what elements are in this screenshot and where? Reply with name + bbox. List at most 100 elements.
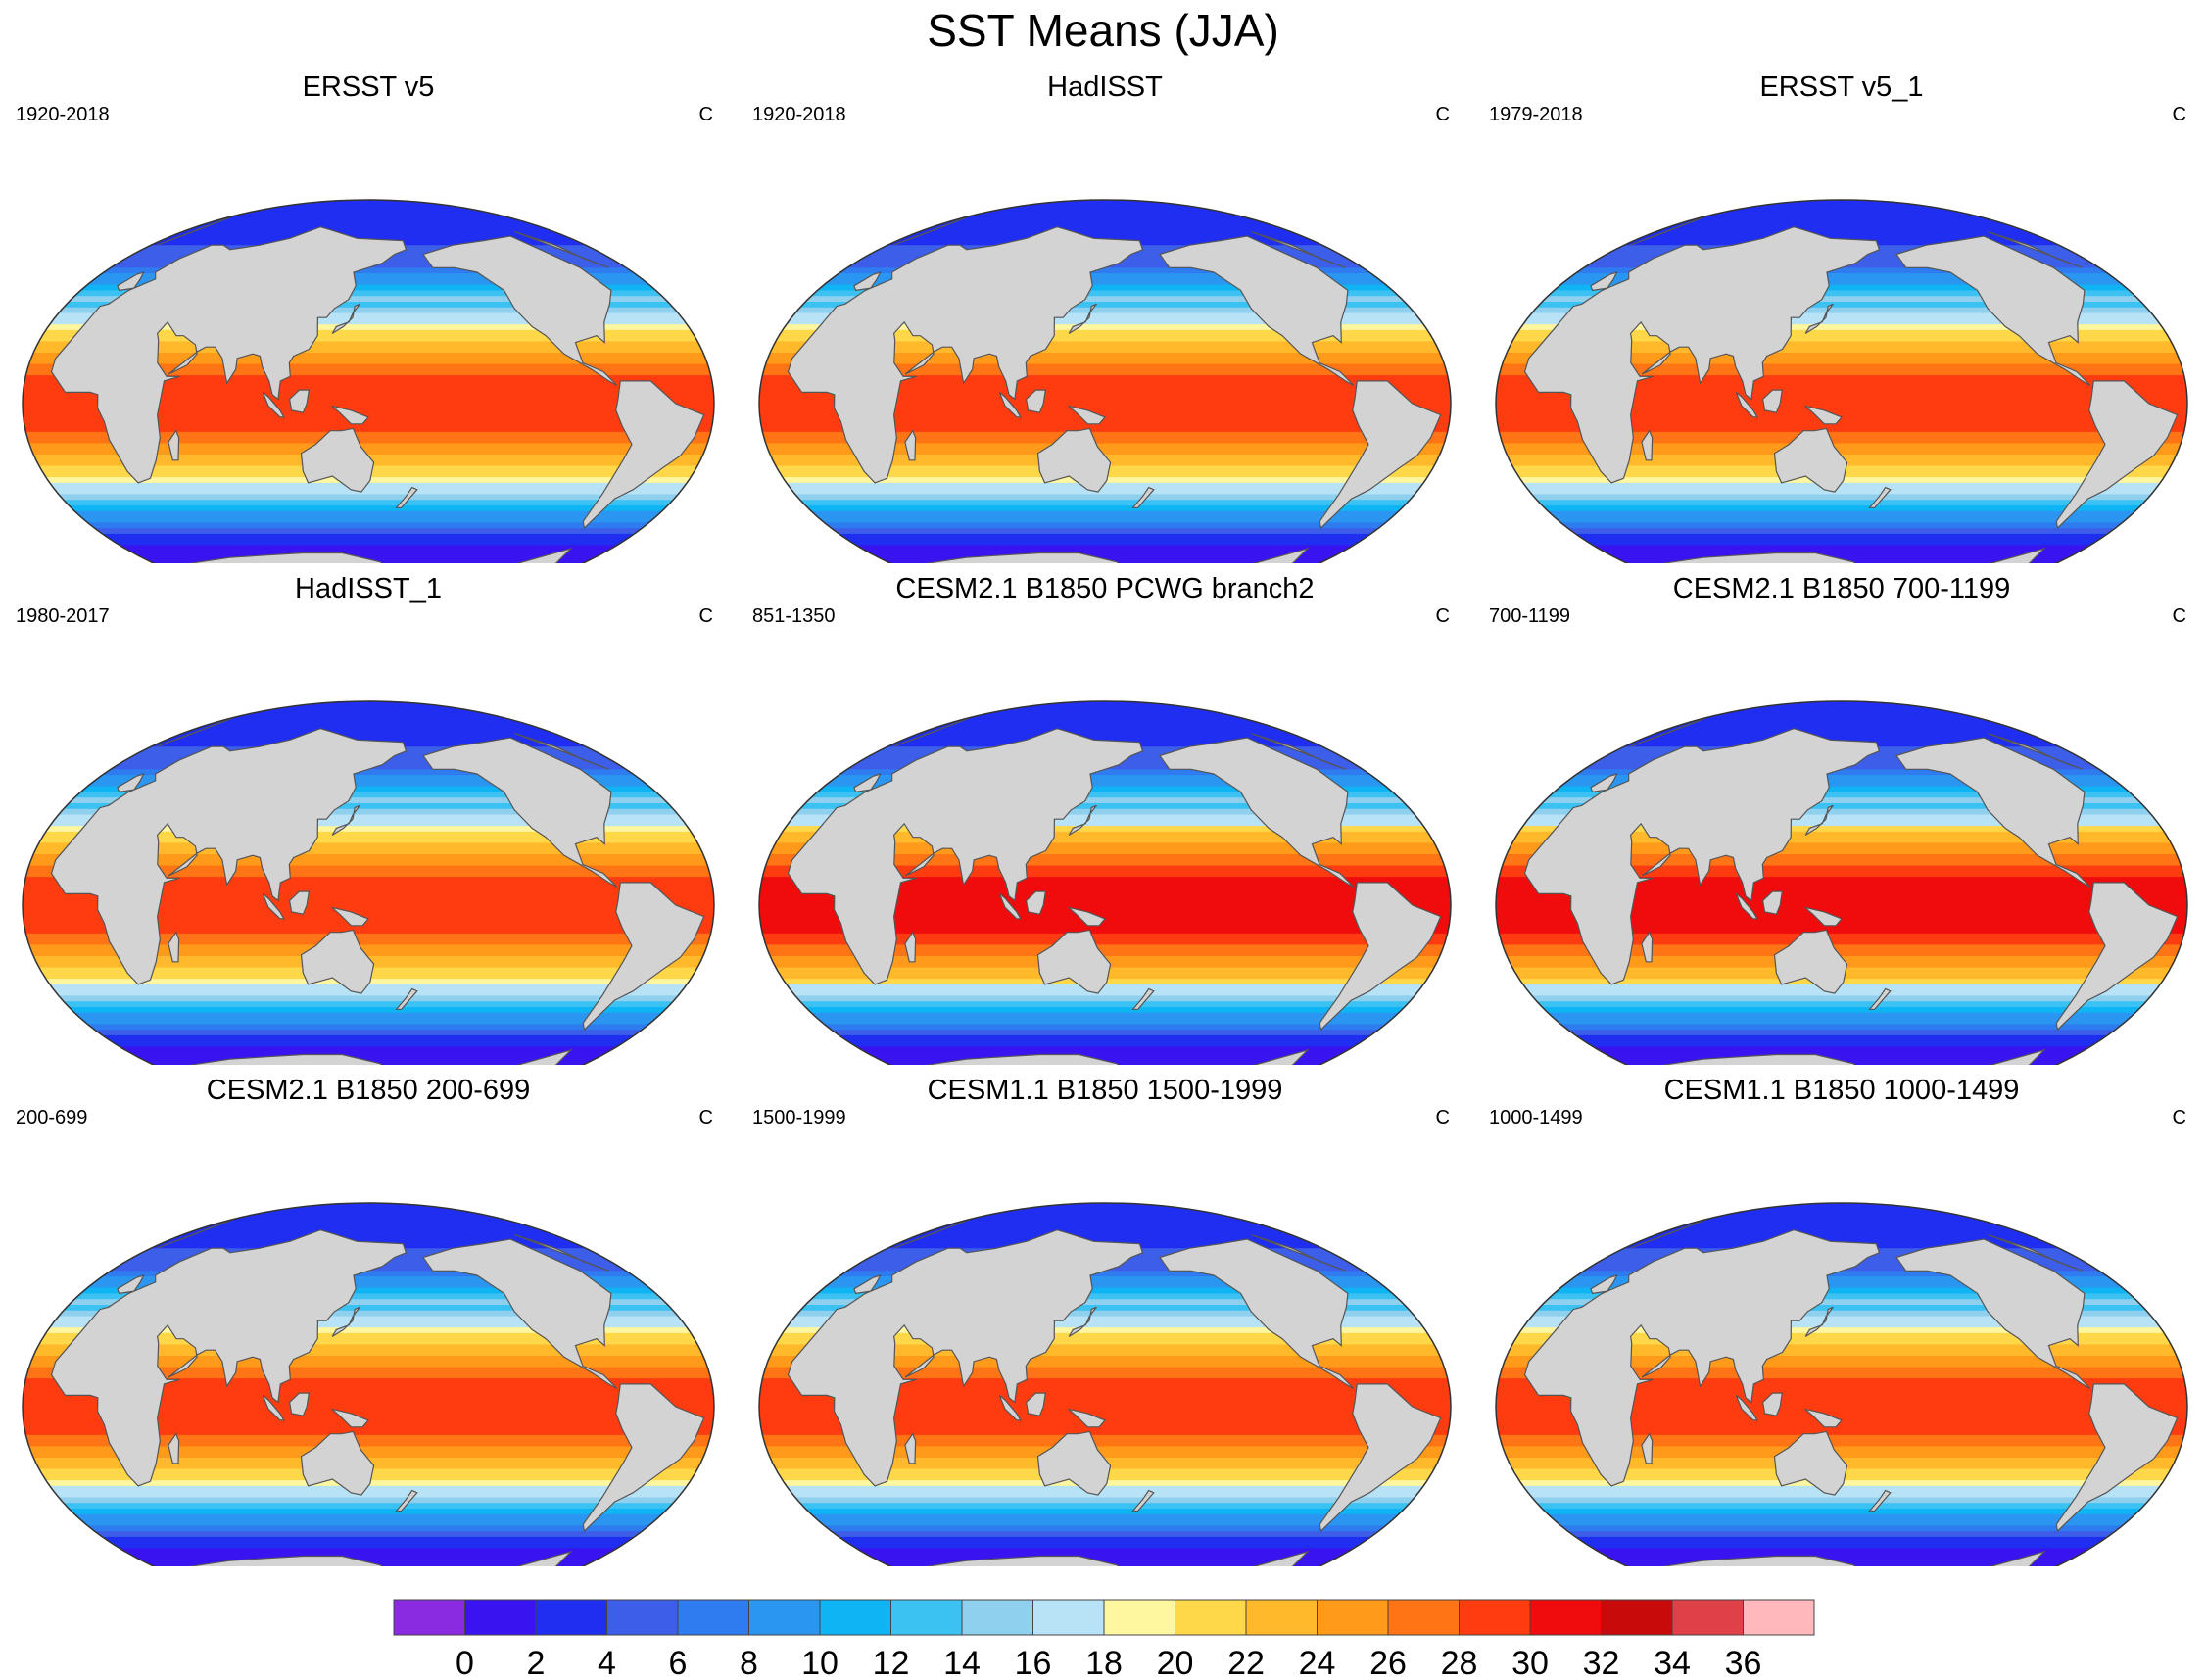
land-antarctica	[171, 1053, 399, 1065]
land-greenland	[1250, 230, 1346, 268]
panel-years: 1920-2018	[752, 104, 846, 125]
colorbar-box	[393, 1599, 465, 1636]
land-madagascar	[904, 429, 917, 461]
land-new-zealand	[1868, 1489, 1892, 1512]
colorbar-tick-label: 8	[740, 1645, 758, 1680]
panel-units: C	[698, 104, 713, 125]
land-south-america	[1319, 380, 1442, 530]
land-new-zealand	[1868, 987, 1892, 1010]
land-greenland	[513, 230, 609, 268]
land-north-america	[1895, 1238, 2091, 1390]
colorbar-tick-label: 2	[527, 1645, 546, 1680]
colorbar-tick-label: 22	[1227, 1645, 1265, 1680]
land-japan	[1804, 804, 1834, 836]
land-antarctica	[908, 552, 1135, 563]
colorbar-box	[748, 1599, 821, 1636]
panel-title: CESM1.1 B1850 1000-1499	[1663, 1075, 2020, 1106]
panel-units: C	[698, 605, 713, 627]
land-new-guinea	[1804, 906, 1844, 927]
sst-map	[758, 199, 1452, 563]
map-panel: CESM1.1 B1850 1000-1499 1000-1499 C	[1479, 1072, 2204, 1566]
land-south-america	[2055, 882, 2179, 1032]
land-japan	[331, 1306, 360, 1337]
panel-years: 1920-2018	[16, 104, 110, 125]
map-border	[1495, 700, 2188, 1065]
map-panel: HadISST_1 1980-2017 C	[6, 570, 731, 1065]
colorbar-tick-label: 6	[669, 1645, 688, 1680]
map-border	[22, 199, 715, 563]
sst-map	[22, 1202, 715, 1566]
sst-field	[23, 1203, 714, 1566]
land-borneo	[1025, 890, 1046, 915]
colorbar-tick-label: 4	[598, 1645, 616, 1680]
land-new-zealand	[395, 987, 418, 1010]
land-borneo	[288, 1392, 310, 1416]
colorbar-box	[677, 1599, 749, 1636]
land-north-america	[1159, 1238, 1355, 1390]
land-australia	[1036, 1430, 1112, 1496]
sst-map	[758, 1202, 1452, 1566]
land-north-america	[422, 737, 618, 888]
colorbar-box	[535, 1599, 607, 1636]
panel-units: C	[2172, 605, 2186, 627]
panel-title: CESM2.1 B1850 700-1199	[1672, 573, 2011, 604]
land-new-zealand	[1868, 486, 1892, 508]
panel-years: 1980-2017	[16, 605, 110, 627]
colorbar-tick-label: 24	[1299, 1645, 1336, 1680]
colorbar-box	[1032, 1599, 1105, 1636]
colorbar-box	[464, 1599, 537, 1636]
land-south-america	[2055, 380, 2179, 530]
land-greenland	[157, 1218, 235, 1249]
land-madagascar	[168, 429, 180, 461]
land-new-guinea	[331, 1408, 370, 1428]
sst-field	[1496, 1203, 2187, 1566]
land-australia	[1036, 427, 1112, 493]
map-panel: CESM1.1 B1850 1500-1999 1500-1999 C	[743, 1072, 1467, 1566]
land-australia	[300, 1430, 375, 1496]
land-eurasia-africa	[1523, 226, 1881, 484]
colorbar-tick-label: 20	[1157, 1645, 1194, 1680]
map-panel: CESM2.1 B1850 PCWG branch2 851-1350 C	[743, 570, 1467, 1065]
land-south-america	[582, 380, 705, 530]
land-greenland	[157, 215, 235, 246]
panel-title: CESM2.1 B1850 PCWG branch2	[895, 573, 1315, 604]
colorbar-tick-label: 18	[1085, 1645, 1123, 1680]
land-eurasia-africa	[787, 1229, 1144, 1487]
land-greenland	[1987, 230, 2083, 268]
land-eurasia-africa	[1523, 728, 1881, 985]
land-uk-ireland	[853, 773, 882, 793]
land-eurasia-africa	[1523, 1229, 1881, 1487]
colorbar-box	[961, 1599, 1033, 1636]
land-australia	[1773, 427, 1848, 493]
land-uk-ireland	[117, 271, 145, 292]
land-madagascar	[1641, 931, 1654, 963]
land-borneo	[1025, 1392, 1046, 1416]
land-borneo	[1761, 389, 1783, 413]
land-new-zealand	[1131, 987, 1155, 1010]
land-south-america	[2055, 1383, 2179, 1533]
panel-title: HadISST_1	[295, 573, 442, 604]
colorbar-box	[606, 1599, 679, 1636]
land-mask	[1523, 215, 2179, 563]
land-antarctica	[1645, 1053, 1872, 1065]
colorbar-box	[1175, 1599, 1247, 1636]
sst-map	[22, 199, 715, 563]
land-north-america	[422, 1238, 618, 1390]
colorbar-box	[1743, 1599, 1815, 1636]
land-mask	[50, 215, 705, 563]
land-sumatra	[998, 892, 1022, 920]
land-australia	[300, 427, 375, 493]
land-antarctica	[1645, 1555, 1872, 1566]
land-borneo	[288, 389, 310, 413]
land-new-guinea	[331, 405, 370, 425]
panel-units: C	[1435, 104, 1450, 125]
land-sumatra	[1735, 892, 1758, 920]
land-eurasia-africa	[50, 1229, 408, 1487]
land-greenland	[893, 1218, 972, 1249]
colorbar-box	[890, 1599, 963, 1636]
land-japan	[1068, 804, 1097, 836]
land-greenland	[1987, 1233, 2083, 1272]
colorbar-tick-label: 26	[1369, 1645, 1407, 1680]
map-border	[1495, 1202, 2188, 1566]
land-australia	[1036, 929, 1112, 994]
